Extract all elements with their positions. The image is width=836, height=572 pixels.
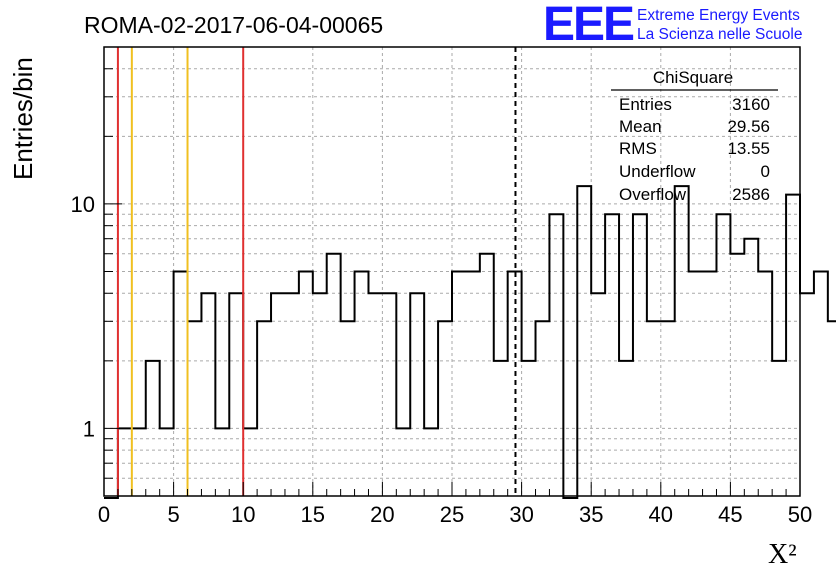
x-tick-label: 15 <box>301 502 325 527</box>
logo-mark: EEE <box>543 0 634 51</box>
histogram-series <box>104 185 836 499</box>
stats-value-mean: 29.56 <box>727 117 770 136</box>
histogram <box>104 185 836 499</box>
x-tick-label: 10 <box>231 502 255 527</box>
stats-value-underflow: 0 <box>761 162 770 181</box>
y-tick-label: 1 <box>83 416 95 441</box>
stats-box: ChiSquare Entries 3160 Mean 29.56 RMS 13… <box>611 68 778 204</box>
x-tick-label: 20 <box>370 502 394 527</box>
y-tick-label: 10 <box>71 192 95 217</box>
stats-value-rms: 13.55 <box>727 139 770 158</box>
axis-ticks: 0 5 10 15 20 25 30 35 40 45 50 1 10 <box>71 46 812 527</box>
x-tick-label: 45 <box>718 502 742 527</box>
marker-lines <box>116 47 517 496</box>
stats-label-overflow: Overflow <box>619 185 687 204</box>
stats-label-entries: Entries <box>619 95 672 114</box>
stats-value-entries: 3160 <box>732 95 770 114</box>
chart-title: ROMA-02-2017-06-04-00065 <box>84 12 383 38</box>
stats-label-mean: Mean <box>619 117 662 136</box>
stats-name: ChiSquare <box>653 68 733 87</box>
x-tick-label: 40 <box>649 502 673 527</box>
x-tick-label: 35 <box>579 502 603 527</box>
y-axis-label: Entries/bin <box>8 57 38 180</box>
x-tick-label: 5 <box>167 502 179 527</box>
stats-label-underflow: Underflow <box>619 162 696 181</box>
stats-label-rms: RMS <box>619 139 657 158</box>
logo-line2: La Scienza nelle Scuole <box>637 26 802 43</box>
x-tick-label: 0 <box>98 502 110 527</box>
x-axis-label: X² <box>768 539 797 570</box>
stats-value-overflow: 2586 <box>732 185 770 204</box>
logo-line1: Extreme Energy Events <box>637 7 800 24</box>
x-tick-label: 25 <box>440 502 464 527</box>
eee-logo: EEE Extreme Energy Events La Scienza nel… <box>543 0 802 51</box>
x-tick-label: 30 <box>509 502 533 527</box>
x-tick-label: 50 <box>788 502 812 527</box>
